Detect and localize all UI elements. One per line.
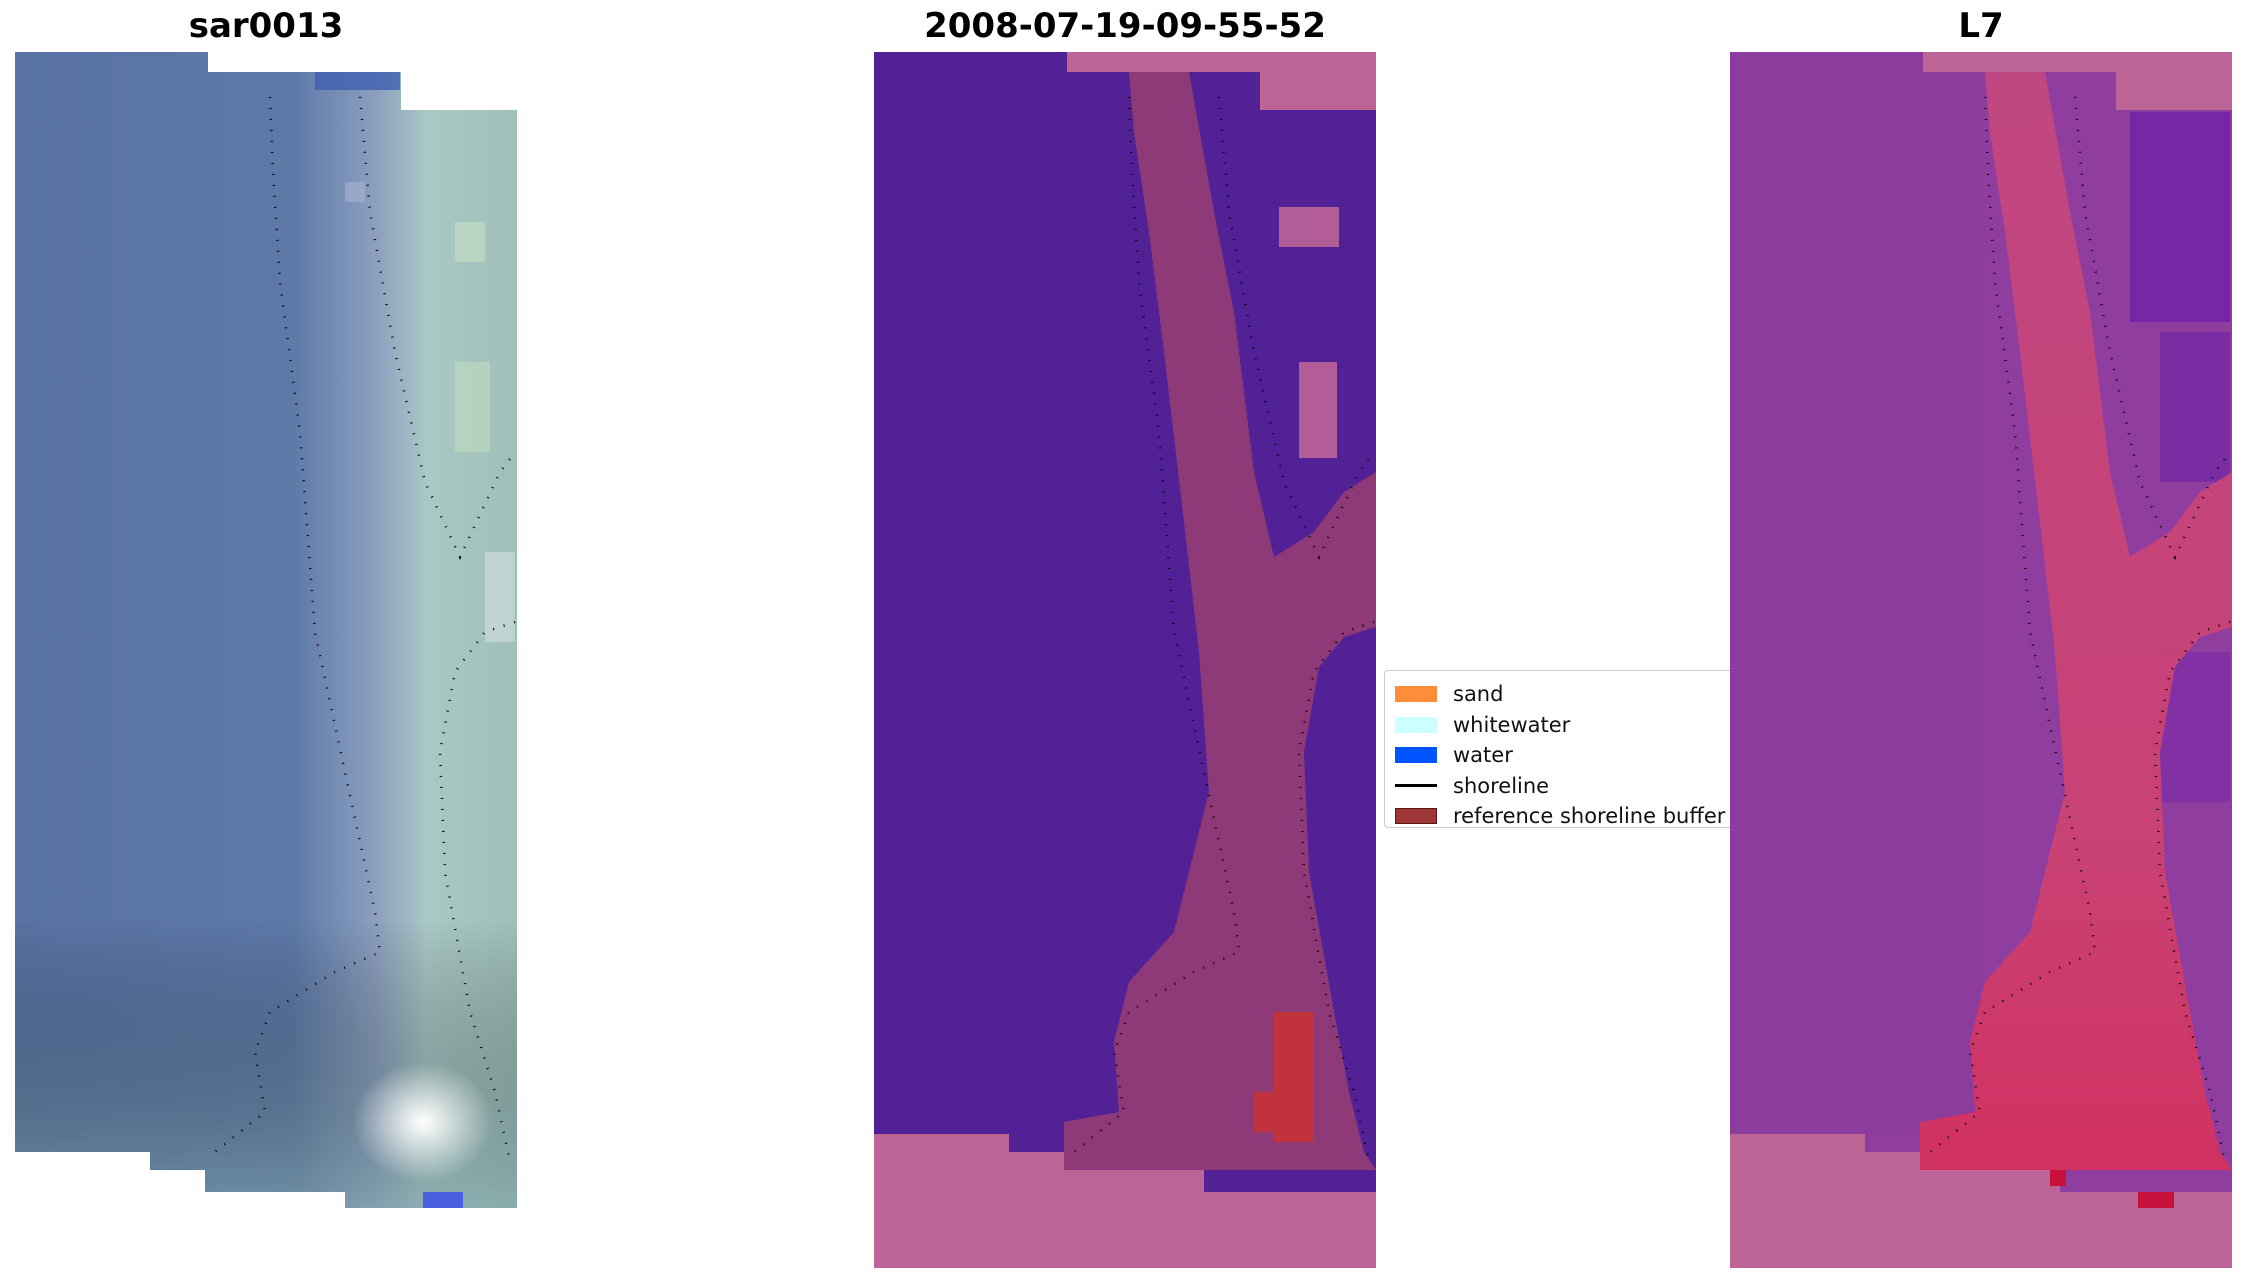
sand-class-area [1064, 72, 1376, 1170]
legend-swatch-whitewater [1395, 716, 1437, 733]
legend-item-shoreline: shoreline [1395, 771, 1723, 802]
legend-item-water: water [1395, 740, 1723, 771]
legend: sand whitewater water shoreline referenc… [1384, 670, 1734, 828]
legend-label-whitewater: whitewater [1453, 712, 1571, 737]
mndwi-image-panel [1730, 52, 2232, 1268]
classified-image-panel [874, 52, 1376, 1268]
legend-swatch-sand [1395, 686, 1437, 703]
mndwi-nodata-bottom [1730, 1134, 2232, 1268]
legend-label-reference-buffer: reference shoreline buffer [1453, 804, 1726, 829]
legend-item-reference-buffer: reference shoreline buffer [1395, 801, 1726, 832]
legend-item-whitewater: whitewater [1395, 710, 1723, 741]
panel-title-mndwi: L7 [1958, 6, 2004, 46]
legend-item-sand: sand [1395, 679, 1723, 710]
legend-label-shoreline: shoreline [1453, 773, 1550, 798]
panel-title-classified: 2008-07-19-09-55-52 [924, 6, 1326, 46]
legend-label-water: water [1453, 743, 1513, 768]
legend-label-sand: sand [1453, 682, 1504, 707]
legend-swatch-water [1395, 747, 1437, 764]
legend-swatch-shoreline [1395, 784, 1437, 788]
mndwi-beach-area [1920, 72, 2232, 1170]
panel-title-rgb: sar0013 [188, 6, 344, 46]
nodata-bottom [874, 1134, 1376, 1268]
rgb-image-panel [15, 52, 517, 1208]
legend-swatch-reference-buffer [1395, 808, 1437, 825]
